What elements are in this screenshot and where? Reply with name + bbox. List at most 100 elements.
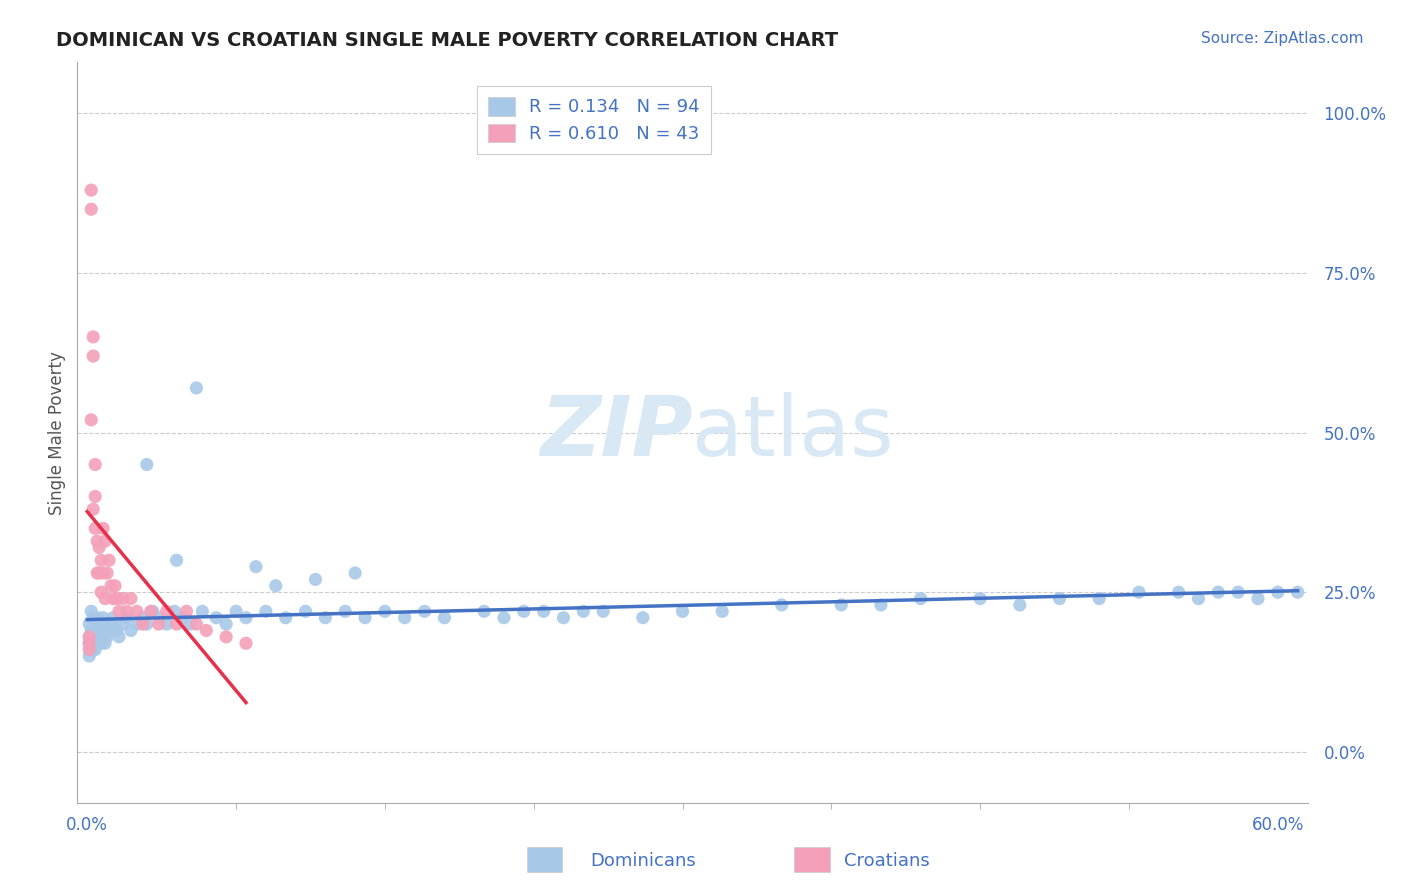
Point — [1088, 591, 1111, 606]
Point — [264, 579, 287, 593]
Point — [156, 604, 179, 618]
Point — [344, 566, 367, 580]
Point — [84, 617, 107, 632]
Point — [120, 624, 142, 638]
Point — [163, 604, 186, 618]
Point — [77, 636, 100, 650]
Point — [195, 624, 218, 638]
Point — [1128, 585, 1150, 599]
Point — [533, 604, 555, 618]
Point — [472, 604, 495, 618]
Point — [82, 624, 104, 638]
Point — [671, 604, 693, 618]
Point — [94, 617, 117, 632]
Point — [84, 458, 107, 472]
Point — [294, 604, 316, 618]
Point — [96, 566, 118, 580]
Point — [254, 604, 277, 618]
Point — [225, 604, 247, 618]
Point — [631, 611, 654, 625]
Point — [84, 490, 107, 504]
Point — [186, 617, 208, 632]
Point — [433, 611, 456, 625]
Point — [115, 604, 138, 618]
Text: Source: ZipAtlas.com: Source: ZipAtlas.com — [1201, 31, 1364, 46]
Point — [89, 617, 111, 632]
Point — [156, 617, 179, 632]
Point — [86, 534, 108, 549]
Point — [91, 630, 114, 644]
Point — [104, 579, 127, 593]
Point — [77, 648, 100, 663]
Point — [148, 617, 170, 632]
Point — [969, 591, 991, 606]
Point — [142, 604, 165, 618]
Point — [1008, 598, 1031, 612]
Point — [80, 636, 103, 650]
Point — [139, 604, 162, 618]
Point — [553, 611, 575, 625]
Point — [84, 521, 107, 535]
Point — [94, 636, 117, 650]
Point — [135, 458, 157, 472]
Point — [91, 611, 114, 625]
Point — [120, 591, 142, 606]
Point — [111, 617, 134, 632]
Point — [84, 642, 107, 657]
Point — [84, 630, 107, 644]
Point — [132, 611, 155, 625]
Point — [132, 617, 155, 632]
Point — [186, 381, 208, 395]
Point — [572, 604, 595, 618]
Point — [94, 534, 117, 549]
Point — [1167, 585, 1189, 599]
Point — [80, 642, 103, 657]
Point — [592, 604, 614, 618]
Point — [179, 617, 201, 632]
Point — [77, 636, 100, 650]
Point — [104, 617, 127, 632]
Text: DOMINICAN VS CROATIAN SINGLE MALE POVERTY CORRELATION CHART: DOMINICAN VS CROATIAN SINGLE MALE POVERT… — [56, 31, 838, 50]
Point — [91, 566, 114, 580]
Point — [374, 604, 396, 618]
Point — [80, 183, 103, 197]
Point — [96, 624, 118, 638]
Point — [86, 624, 108, 638]
Point — [1206, 585, 1229, 599]
Point — [101, 591, 124, 606]
Point — [100, 579, 122, 593]
Point — [98, 553, 121, 567]
Point — [215, 617, 238, 632]
Point — [101, 611, 124, 625]
Point — [235, 611, 257, 625]
Point — [166, 617, 188, 632]
Point — [354, 611, 377, 625]
Point — [111, 591, 134, 606]
Point — [335, 604, 357, 618]
Point — [86, 566, 108, 580]
Point — [205, 611, 228, 625]
Point — [274, 611, 297, 625]
Point — [830, 598, 852, 612]
Point — [89, 566, 111, 580]
Point — [235, 636, 257, 650]
Point — [135, 617, 157, 632]
Point — [80, 604, 103, 618]
Text: Dominicans: Dominicans — [591, 852, 696, 870]
Point — [148, 611, 170, 625]
Point — [90, 585, 112, 599]
Point — [108, 630, 131, 644]
Point — [413, 604, 436, 618]
Point — [394, 611, 416, 625]
Point — [1247, 591, 1270, 606]
Text: Croatians: Croatians — [844, 852, 929, 870]
Point — [1187, 591, 1209, 606]
Point — [90, 624, 112, 638]
Point — [492, 611, 515, 625]
Point — [314, 611, 336, 625]
Point — [80, 202, 103, 217]
Point — [191, 604, 214, 618]
Point — [166, 553, 188, 567]
Point — [245, 559, 267, 574]
Point — [215, 630, 238, 644]
